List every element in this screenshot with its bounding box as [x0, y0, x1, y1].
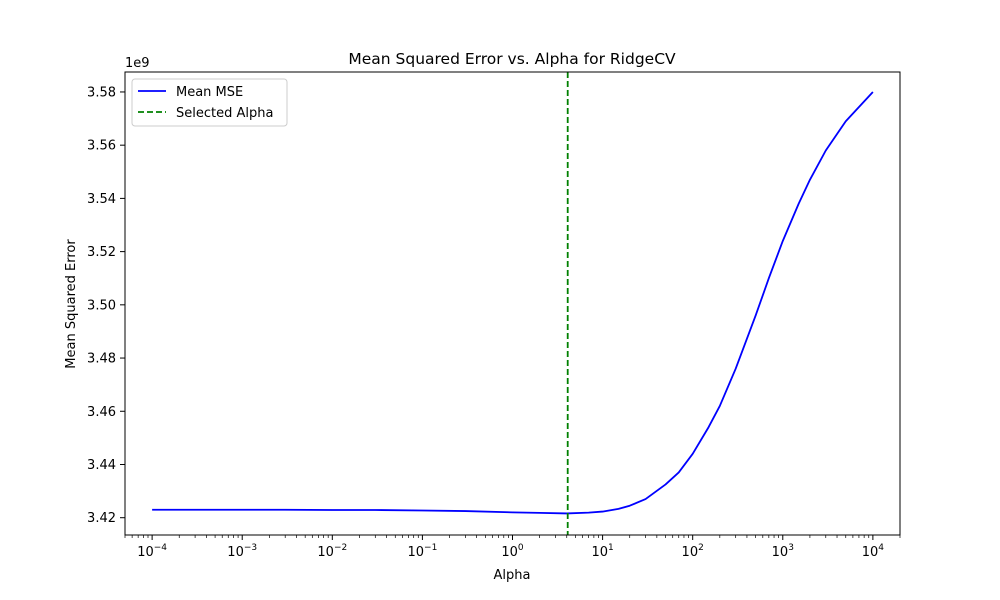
- y-tick-label-2: 3.46: [87, 405, 116, 420]
- x-tick-label-1: 10−3: [227, 543, 257, 560]
- y-tick-label-8: 3.58: [87, 85, 116, 100]
- chart-title: Mean Squared Error vs. Alpha for RidgeCV: [348, 50, 676, 68]
- x-tick-label-4: 100: [501, 543, 524, 560]
- x-tick-label-5: 101: [591, 543, 613, 560]
- legend-label-mean-mse: Mean MSE: [176, 85, 243, 100]
- x-tick-label-3: 10−1: [407, 543, 437, 560]
- x-tick-label-8: 104: [862, 543, 885, 560]
- plot-area: 10−4 10−3 10−2 10−1 100 101 102 103 104 3.42 3.44 3…: [87, 71, 901, 560]
- legend: Mean MSE Selected Alpha: [131, 78, 288, 127]
- y-tick-label-4: 3.50: [87, 298, 116, 313]
- y-tick-label-7: 3.56: [87, 139, 116, 154]
- y-tick-label-3: 3.48: [87, 352, 116, 367]
- y-tick-label-6: 3.54: [87, 192, 116, 207]
- x-tick-label-7: 103: [772, 543, 794, 560]
- x-tick-label-6: 102: [682, 543, 704, 560]
- legend-frame: [131, 78, 288, 127]
- legend-label-selected-alpha: Selected Alpha: [176, 106, 273, 121]
- y-tick-label-1: 3.44: [87, 458, 116, 473]
- y-axis-label: Mean Squared Error: [64, 239, 79, 369]
- y-tick-label-0: 3.42: [87, 511, 116, 526]
- x-tick-label-0: 10−4: [137, 543, 167, 560]
- y-axis-offset-label: 1e9: [125, 56, 150, 71]
- x-tick-label-2: 10−2: [317, 543, 347, 560]
- x-axis-label: Alpha: [494, 568, 531, 583]
- y-tick-label-5: 3.52: [87, 245, 116, 260]
- series-line-0: [152, 91, 874, 515]
